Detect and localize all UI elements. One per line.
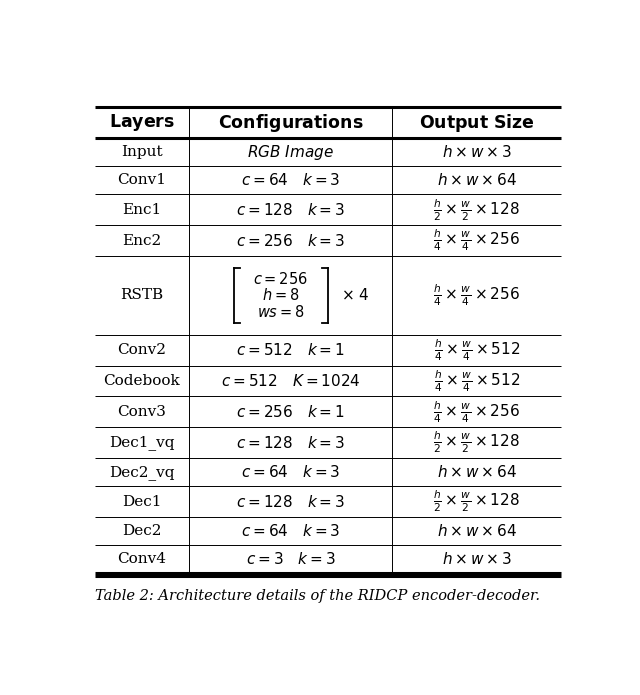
Text: $h \times w \times 64$: $h \times w \times 64$ xyxy=(436,464,517,480)
Text: $c = 3 \quad k = 3$: $c = 3 \quad k = 3$ xyxy=(246,551,335,567)
Text: Dec1_vq: Dec1_vq xyxy=(109,435,175,450)
Text: $c = 64 \quad k = 3$: $c = 64 \quad k = 3$ xyxy=(241,464,340,480)
Text: $\frac{h}{4} \times \frac{w}{4} \times 256$: $\frac{h}{4} \times \frac{w}{4} \times 2… xyxy=(433,399,520,425)
Text: $c = 512 \quad K = 1024$: $c = 512 \quad K = 1024$ xyxy=(221,373,360,389)
Text: Dec1: Dec1 xyxy=(122,495,162,509)
Text: $\frac{h}{2} \times \frac{w}{2} \times 128$: $\frac{h}{2} \times \frac{w}{2} \times 1… xyxy=(433,430,520,455)
Text: $h = 8$: $h = 8$ xyxy=(262,288,300,304)
Text: $c = 128 \quad k = 3$: $c = 128 \quad k = 3$ xyxy=(236,493,346,509)
Text: $c = 128 \quad k = 3$: $c = 128 \quad k = 3$ xyxy=(236,434,346,450)
Text: $\frac{h}{4} \times \frac{w}{4} \times 512$: $\frac{h}{4} \times \frac{w}{4} \times 5… xyxy=(434,337,520,363)
Text: $\mathbf{Output\ Size}$: $\mathbf{Output\ Size}$ xyxy=(419,112,534,134)
Text: Dec2_vq: Dec2_vq xyxy=(109,465,175,480)
Text: Dec2: Dec2 xyxy=(122,524,162,538)
Text: $h \times w \times 64$: $h \times w \times 64$ xyxy=(436,172,517,188)
Text: Conv1: Conv1 xyxy=(118,174,166,188)
Text: $h \times w \times 3$: $h \times w \times 3$ xyxy=(442,551,512,567)
Text: $c = 256 \quad k = 3$: $c = 256 \quad k = 3$ xyxy=(236,233,346,249)
Text: $\mathit{RGB\ Image}$: $\mathit{RGB\ Image}$ xyxy=(247,143,334,162)
Text: $h \times w \times 64$: $h \times w \times 64$ xyxy=(436,523,517,539)
Text: $ws = 8$: $ws = 8$ xyxy=(257,304,305,320)
Text: Enc2: Enc2 xyxy=(122,234,162,247)
Text: Conv2: Conv2 xyxy=(118,343,166,357)
Text: $\frac{h}{2} \times \frac{w}{2} \times 128$: $\frac{h}{2} \times \frac{w}{2} \times 1… xyxy=(433,489,520,514)
Text: $c = 64 \quad k = 3$: $c = 64 \quad k = 3$ xyxy=(241,523,340,539)
Text: $c = 256$: $c = 256$ xyxy=(253,271,308,287)
Text: Input: Input xyxy=(121,145,163,159)
Text: $\mathbf{Layers}$: $\mathbf{Layers}$ xyxy=(109,113,175,133)
Text: Conv3: Conv3 xyxy=(118,404,166,419)
Text: Codebook: Codebook xyxy=(104,374,180,388)
Text: Table 2: Architecture details of the RIDCP encoder-decoder.: Table 2: Architecture details of the RID… xyxy=(95,589,540,603)
Text: $\times\ 4$: $\times\ 4$ xyxy=(341,288,369,304)
Text: $\frac{h}{4} \times \frac{w}{4} \times 256$: $\frac{h}{4} \times \frac{w}{4} \times 2… xyxy=(433,228,520,254)
Text: $h \times w \times 3$: $h \times w \times 3$ xyxy=(442,145,512,161)
Text: $\frac{h}{2} \times \frac{w}{2} \times 128$: $\frac{h}{2} \times \frac{w}{2} \times 1… xyxy=(433,197,520,222)
Text: $c = 128 \quad k = 3$: $c = 128 \quad k = 3$ xyxy=(236,202,346,218)
Text: $\frac{h}{4} \times \frac{w}{4} \times 512$: $\frac{h}{4} \times \frac{w}{4} \times 5… xyxy=(434,368,520,394)
Text: Conv4: Conv4 xyxy=(118,552,166,566)
Text: $c = 256 \quad k = 1$: $c = 256 \quad k = 1$ xyxy=(236,404,345,420)
Text: $\mathbf{Configurations}$: $\mathbf{Configurations}$ xyxy=(218,112,364,134)
Text: RSTB: RSTB xyxy=(120,288,164,302)
Text: $c = 64 \quad k = 3$: $c = 64 \quad k = 3$ xyxy=(241,172,340,188)
Text: Enc1: Enc1 xyxy=(122,203,162,217)
Text: $c = 512 \quad k = 1$: $c = 512 \quad k = 1$ xyxy=(236,342,345,358)
Text: $\frac{h}{4} \times \frac{w}{4} \times 256$: $\frac{h}{4} \times \frac{w}{4} \times 2… xyxy=(433,283,520,308)
